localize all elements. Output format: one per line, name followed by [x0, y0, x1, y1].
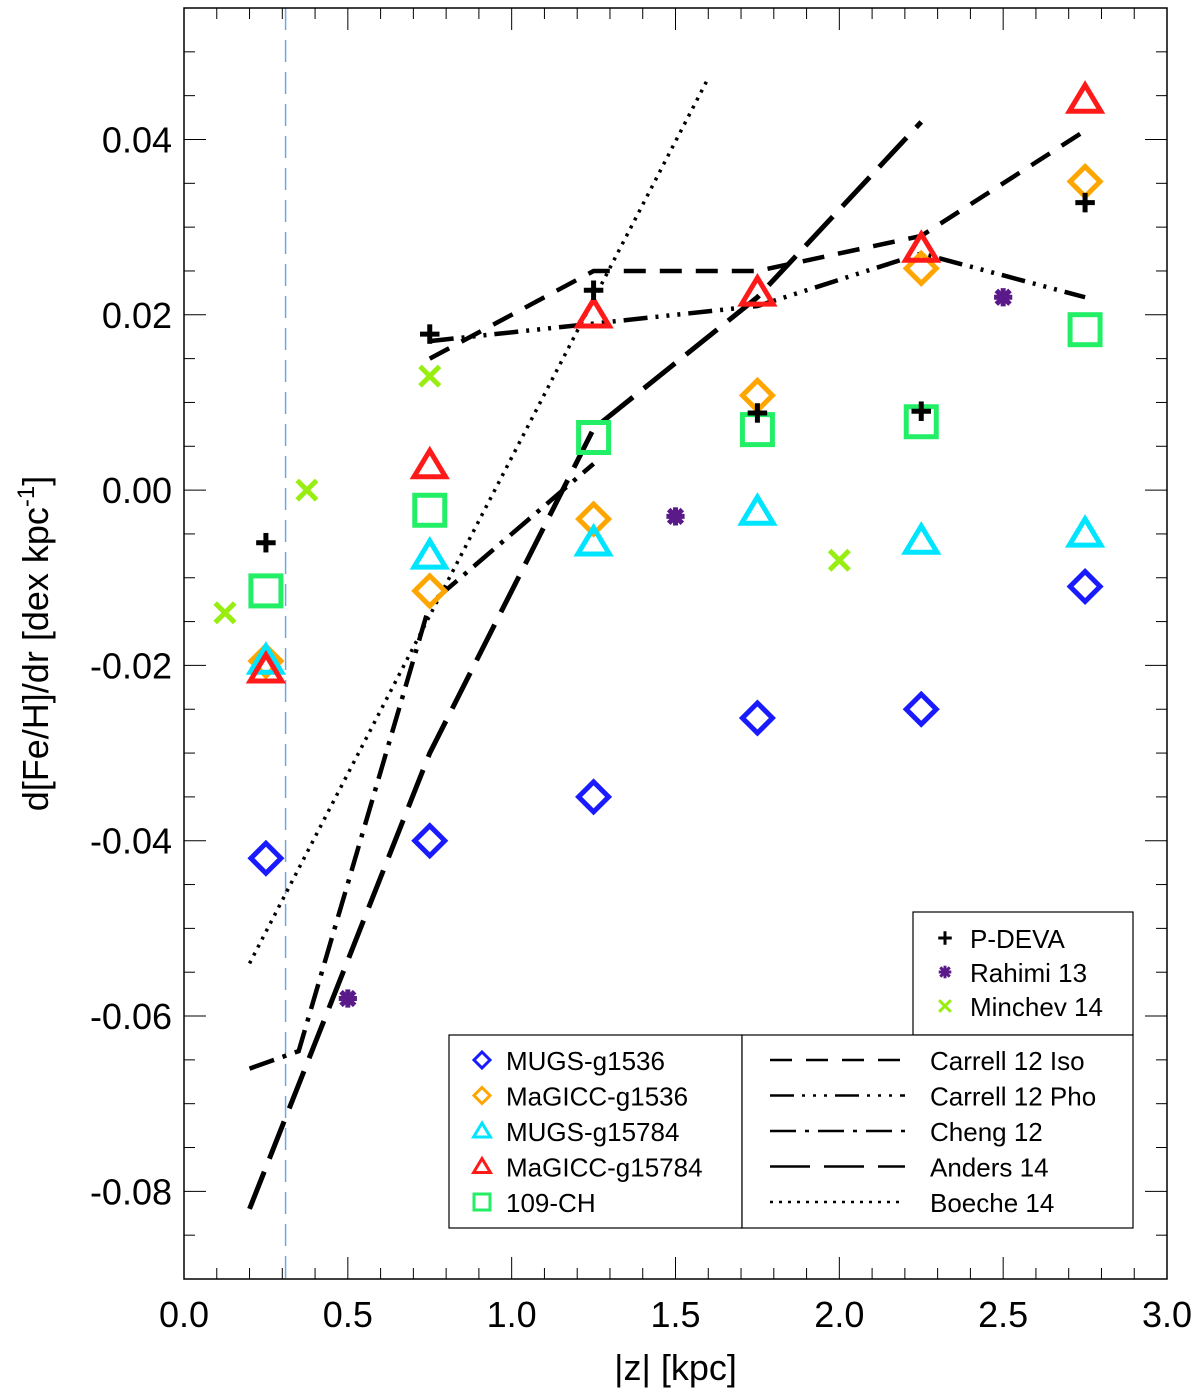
x-tick-labels: 0.0 0.5 1.0 1.5 2.0 2.5 3.0: [159, 1294, 1192, 1335]
legend-marker-magicc-g1536: [471, 1085, 493, 1106]
legend-label-minchev-14: Minchev 14: [970, 992, 1103, 1022]
y-tick-label: 0.02: [102, 295, 172, 336]
line-anders-14: [247, 120, 924, 1210]
line-boeche-14: [247, 77, 710, 965]
x-tick-label: 2.5: [978, 1294, 1028, 1335]
point-mugs-g15784: [245, 641, 287, 675]
legend-label-magicc-g1536: MaGICC-g1536: [506, 1082, 688, 1112]
y-tick-label: -0.08: [90, 1171, 172, 1212]
x-tick-label: 0.5: [323, 1294, 373, 1335]
point-minchev-14: [827, 548, 851, 572]
y-tick-label: -0.04: [90, 821, 172, 862]
plot-frame: [183, 7, 1168, 1280]
point-mugs-g1536: [247, 839, 285, 877]
point-109-ch: [576, 420, 612, 456]
point-p-deva: [911, 401, 931, 421]
x-tick-label: 3.0: [1142, 1294, 1192, 1335]
y-axis-label-main: d[Fe/H]/dr [dex kpc: [15, 507, 56, 811]
point-mugs-g15784: [573, 522, 614, 557]
legend-label-p-deva: P-DEVA: [970, 924, 1066, 954]
point-magicc-g1536: [575, 500, 613, 538]
legend-label-anders-14: Anders 14: [930, 1153, 1049, 1183]
x-tick-label: 1.5: [650, 1294, 700, 1335]
legend-marker-p-deva: [938, 931, 952, 945]
point-p-deva: [256, 532, 276, 553]
point-109-ch: [412, 492, 448, 528]
y-axis-label: d[Fe/H]/dr [dex kpc-1]: [13, 476, 56, 811]
point-magicc-g15784: [737, 273, 778, 307]
point-mugs-g1536: [902, 690, 940, 728]
point-minchev-14: [418, 364, 442, 388]
point-magicc-g1536: [247, 642, 285, 680]
legend-label-magicc-g15784: MaGICC-g15784: [506, 1153, 703, 1183]
x-tick-label: 2.0: [814, 1294, 864, 1335]
legend-marker-109-ch: [472, 1192, 492, 1212]
marker-series-layer: [213, 80, 1106, 1008]
legend-observations: P-DEVA Rahimi 13 Minchev 14: [912, 911, 1134, 1036]
point-magicc-g15784: [901, 229, 942, 263]
point-magicc-g1536: [902, 249, 940, 287]
point-p-deva: [1075, 192, 1095, 213]
y-axis-label-close: ]: [15, 476, 56, 486]
point-mugs-g1536: [575, 778, 613, 816]
legend-label-mugs-g15784: MUGS-g15784: [506, 1117, 679, 1147]
y-tick-labels: -0.08 -0.06 -0.04 -0.02 0.00 0.02 0.04: [90, 119, 172, 1212]
point-magicc-g1536: [1066, 163, 1104, 201]
point-mugs-g1536: [411, 822, 449, 860]
legend-marker-rahimi-13: [938, 965, 952, 979]
point-minchev-14: [295, 478, 319, 502]
point-mugs-g15784: [901, 521, 942, 555]
legend-marker-minchev-14: [938, 999, 952, 1013]
point-p-deva: [420, 324, 440, 344]
point-magicc-g15784: [573, 294, 614, 329]
legend-label-cheng-12: Cheng 12: [930, 1117, 1043, 1147]
point-magicc-g1536: [411, 572, 449, 610]
y-tick-label: -0.06: [90, 996, 172, 1037]
legend-label-carrell-12-pho: Carrell 12 Pho: [930, 1082, 1096, 1112]
line-cheng-12: [248, 462, 596, 1071]
point-magicc-g15784: [245, 649, 287, 684]
point-magicc-g15784: [1064, 80, 1106, 114]
legend-simulations: MUGS-g1536 MaGICC-g1536 MUGS-g15784 MaGICC-…: [448, 1034, 743, 1229]
point-rahimi-13: [666, 507, 685, 526]
x-tick-label: 1.0: [487, 1294, 537, 1335]
legend-marker-magicc-g15784: [470, 1155, 494, 1174]
point-mugs-g1536: [1066, 567, 1104, 606]
legend-marker-mugs-g1536: [471, 1049, 493, 1071]
point-rahimi-13: [994, 288, 1013, 307]
point-mugs-g15784: [737, 492, 778, 526]
y-axis-label-sup: -1: [13, 486, 40, 507]
x-tick-label: 0.0: [159, 1294, 209, 1335]
point-minchev-14: [213, 601, 237, 625]
point-p-deva: [747, 403, 768, 423]
y-tick-label: 0.00: [102, 470, 172, 511]
point-rahimi-13: [338, 989, 357, 1008]
legend-label-mugs-g1536: MUGS-g1536: [506, 1046, 665, 1076]
legend-label-carrell-12-iso: Carrell 12 Iso: [930, 1046, 1085, 1076]
x-axis-label: |z| [kpc]: [614, 1347, 737, 1388]
y-tick-label: -0.02: [90, 645, 172, 686]
point-p-deva: [583, 280, 604, 300]
point-magicc-g15784: [409, 445, 450, 480]
legend-label-109-ch: 109-CH: [506, 1188, 596, 1218]
legend-literature: Carrell 12 Iso Carrell 12 Pho Cheng 12 Ande…: [741, 1034, 1134, 1229]
line-carrell-12-iso: [428, 128, 1087, 361]
point-109-ch: [248, 573, 284, 609]
legend-label-boeche-14: Boeche 14: [930, 1188, 1054, 1218]
point-mugs-g1536: [738, 699, 776, 737]
legend-marker-mugs-g15784: [470, 1120, 494, 1139]
legend-label-rahimi-13: Rahimi 13: [970, 958, 1087, 988]
point-mugs-g15784: [409, 535, 450, 570]
y-tick-label: 0.04: [102, 119, 172, 160]
point-109-ch: [1067, 312, 1103, 348]
point-mugs-g15784: [1064, 514, 1106, 548]
